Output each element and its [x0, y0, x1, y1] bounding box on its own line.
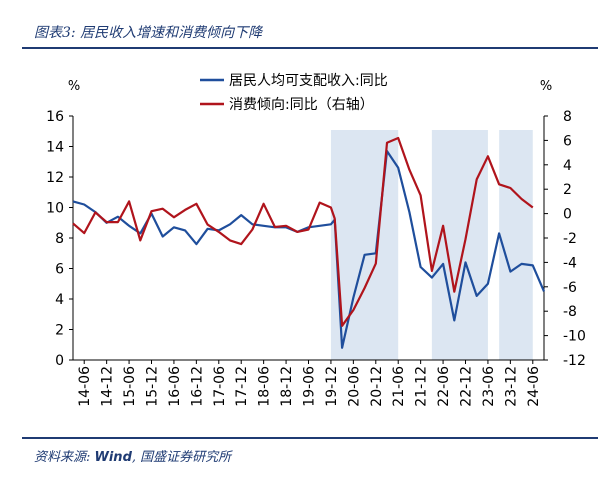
left-tick-label-14: 14 — [46, 140, 64, 156]
x-tick-label-21-06: 21-06 — [391, 366, 407, 407]
x-tick-label-18-06: 18-06 — [257, 366, 273, 407]
x-tick-label-24-06: 24-06 — [526, 366, 542, 407]
right-tick-label-4: 4 — [563, 158, 572, 174]
left-tick-label-0: 0 — [55, 353, 64, 369]
x-tick-label-19-06: 19-06 — [302, 366, 318, 407]
x-tick-label-15-06: 15-06 — [122, 366, 138, 407]
x-tick-label-23-12: 23-12 — [503, 366, 519, 407]
legend-label-0: 居民人均可支配收入:同比 — [229, 73, 388, 89]
right-tick-label--8: -8 — [563, 304, 577, 320]
right-tick-label--12: -12 — [563, 353, 586, 369]
x-tick-label-21-12: 21-12 — [414, 366, 430, 407]
left-tick-label-8: 8 — [55, 231, 64, 247]
source-wind: Wind — [94, 450, 132, 465]
x-tick-label-16-06: 16-06 — [167, 366, 183, 407]
source-suffix: , 国盛证券研究所 — [131, 450, 232, 465]
x-tick-label-18-12: 18-12 — [279, 366, 295, 407]
left-tick-label-10: 10 — [46, 201, 64, 217]
x-tick-label-19-12: 19-12 — [324, 366, 340, 407]
right-unit-label: % — [540, 79, 552, 94]
left-tick-label-16: 16 — [46, 109, 64, 125]
top-rule — [22, 47, 598, 49]
x-tick-label-23-06: 23-06 — [481, 366, 497, 407]
x-tick-label-22-06: 22-06 — [436, 366, 452, 407]
left-tick-label-4: 4 — [55, 292, 64, 308]
left-tick-label-12: 12 — [46, 170, 64, 186]
x-tick-label-16-12: 16-12 — [189, 366, 205, 407]
figure-title: 图表3: 居民收入增速和消费倾向下降 — [34, 25, 263, 41]
right-tick-label--2: -2 — [563, 231, 577, 247]
x-tick-label-20-06: 20-06 — [346, 366, 362, 407]
left-tick-label-2: 2 — [55, 323, 64, 339]
right-tick-label-8: 8 — [563, 109, 572, 125]
source-note: 资料来源: Wind, 国盛证券研究所 — [34, 446, 231, 465]
right-tick-label--6: -6 — [563, 280, 577, 296]
source-prefix: 资料来源: — [34, 450, 95, 465]
left-tick-label-6: 6 — [55, 262, 64, 278]
right-tick-label-2: 2 — [563, 182, 572, 198]
series-line-0 — [72, 150, 546, 349]
left-unit-label: % — [68, 79, 80, 94]
right-tick-label-6: 6 — [563, 133, 572, 149]
x-tick-label-14-12: 14-12 — [100, 366, 116, 407]
x-tick-label-22-12: 22-12 — [459, 366, 475, 407]
series-line-1 — [72, 136, 534, 327]
legend-label-1: 消费倾向:同比（右轴） — [229, 97, 374, 113]
right-tick-label--4: -4 — [563, 255, 577, 271]
shaded-band-1 — [431, 130, 488, 360]
x-tick-label-17-06: 17-06 — [212, 366, 228, 407]
x-tick-label-17-12: 17-12 — [234, 366, 250, 407]
shaded-band-2 — [499, 130, 533, 360]
bottom-rule — [22, 437, 598, 439]
x-tick-label-20-12: 20-12 — [369, 366, 385, 407]
right-tick-label--10: -10 — [563, 329, 586, 345]
x-tick-label-15-12: 15-12 — [145, 366, 161, 407]
x-tick-label-14-06: 14-06 — [77, 366, 93, 407]
right-tick-label-0: 0 — [563, 207, 572, 223]
